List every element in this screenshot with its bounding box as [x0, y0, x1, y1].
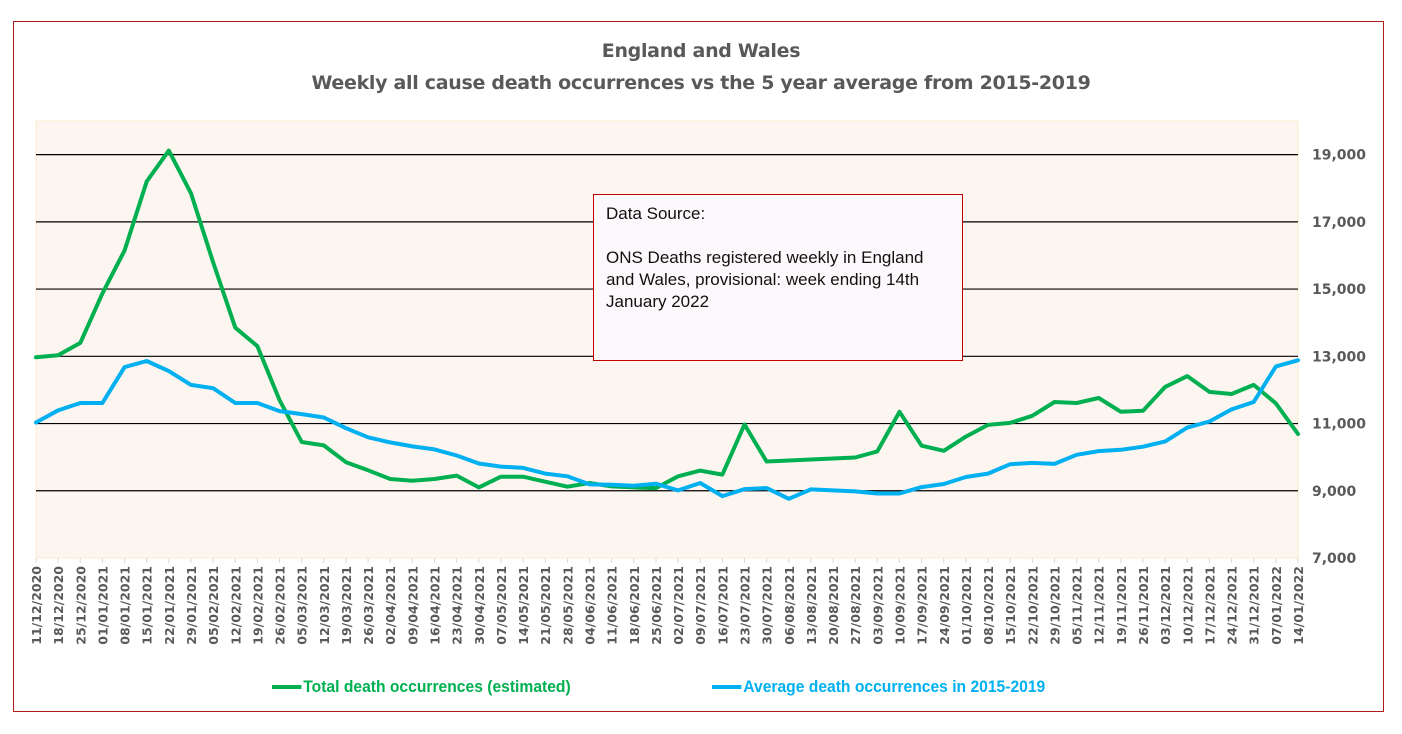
legend-label-total: Total death occurrences (estimated) [303, 677, 571, 696]
x-tick-label: 14/05/2021 [516, 566, 531, 645]
x-tick-label: 25/06/2021 [649, 566, 664, 645]
x-tick-label: 03/09/2021 [870, 566, 885, 645]
x-tick-label: 10/12/2021 [1180, 566, 1195, 645]
series-line-total [34, 148, 1300, 491]
x-tick-label: 19/03/2021 [339, 566, 354, 645]
x-tick-label: 07/05/2021 [494, 566, 509, 645]
annotation-body: ONS Deaths registered weekly in England … [606, 248, 924, 311]
x-tick-label: 17/12/2021 [1202, 566, 1217, 645]
annotation-heading: Data Source: [606, 204, 706, 223]
x-tick-label: 30/07/2021 [760, 566, 775, 645]
x-tick-label: 04/06/2021 [583, 566, 598, 645]
chart-subtitle: Weekly all cause death occurrences vs th… [311, 72, 1091, 94]
x-tick-label: 22/01/2021 [162, 566, 177, 645]
x-tick-label: 24/09/2021 [937, 566, 952, 645]
x-tick-label: 02/04/2021 [383, 566, 398, 645]
x-axis-ticks [35, 558, 1299, 563]
x-tick-label: 15/01/2021 [140, 566, 155, 645]
x-tick-label: 06/08/2021 [782, 566, 797, 645]
legend-swatch-total [272, 685, 302, 689]
x-tick-label: 23/07/2021 [737, 566, 752, 645]
x-tick-label: 19/11/2021 [1114, 566, 1129, 645]
x-tick-label: 08/10/2021 [981, 566, 996, 645]
legend-label-average: Average death occurrences in 2015-2019 [743, 677, 1046, 696]
x-tick-label: 12/02/2021 [228, 566, 243, 645]
x-tick-label: 20/08/2021 [826, 566, 841, 645]
x-tick-label: 05/02/2021 [206, 566, 221, 645]
x-tick-label: 12/03/2021 [317, 566, 332, 645]
x-tick-label: 25/12/2020 [73, 566, 88, 645]
x-tick-label: 19/02/2021 [250, 566, 265, 645]
x-tick-label: 11/12/2020 [29, 566, 44, 645]
y-tick-label: 7,000 [1312, 551, 1357, 567]
x-tick-label: 12/11/2021 [1092, 566, 1107, 645]
x-tick-label: 26/03/2021 [361, 566, 376, 645]
x-tick-label: 01/10/2021 [959, 566, 974, 645]
x-tick-label: 15/10/2021 [1003, 566, 1018, 645]
legend-item-total: Total death occurrences (estimated) [272, 675, 571, 699]
x-tick-label: 29/10/2021 [1047, 566, 1062, 645]
x-tick-label: 13/08/2021 [804, 566, 819, 645]
x-tick-label: 09/04/2021 [405, 566, 420, 645]
y-axis: 7,000 9,000 11,000 13,000 15,000 17,000 19,000 [1312, 148, 1366, 567]
x-tick-label: 02/07/2021 [671, 566, 686, 645]
x-tick-label: 09/07/2021 [693, 566, 708, 645]
x-tick-label: 24/12/2021 [1225, 566, 1240, 645]
x-tick-label: 29/01/2021 [184, 566, 199, 645]
y-tick-label: 17,000 [1312, 215, 1366, 231]
x-tick-label: 26/02/2021 [273, 566, 288, 645]
x-tick-label: 10/09/2021 [892, 566, 907, 645]
x-tick-label: 01/01/2021 [95, 566, 110, 645]
x-tick-label: 05/03/2021 [295, 566, 310, 645]
legend-swatch-average [712, 685, 742, 689]
x-axis: 11/12/2020 18/12/2020 25/12/2020 01/01/2021… [29, 566, 1306, 645]
y-tick-label: 19,000 [1312, 148, 1366, 164]
x-tick-label: 17/09/2021 [915, 566, 930, 645]
x-tick-label: 22/10/2021 [1025, 566, 1040, 645]
series-line-average [34, 358, 1300, 501]
x-tick-label: 08/01/2021 [118, 566, 133, 645]
x-tick-label: 21/05/2021 [538, 566, 553, 645]
x-tick-label: 16/04/2021 [428, 566, 443, 645]
x-tick-label: 18/06/2021 [627, 566, 642, 645]
data-source-annotation: Data Source: ONS Deaths registered weekl… [593, 194, 963, 361]
x-tick-label: 30/04/2021 [472, 566, 487, 645]
x-tick-label: 14/01/2022 [1291, 566, 1306, 645]
x-tick-label: 07/01/2022 [1269, 566, 1284, 645]
y-tick-label: 15,000 [1312, 282, 1366, 298]
x-tick-label: 16/07/2021 [715, 566, 730, 645]
y-tick-label: 9,000 [1312, 484, 1357, 500]
x-tick-label: 05/11/2021 [1070, 566, 1085, 645]
series-group [34, 148, 1300, 501]
legend-item-average: Average death occurrences in 2015-2019 [712, 675, 1045, 699]
x-tick-label: 28/05/2021 [560, 566, 575, 645]
x-tick-label: 27/08/2021 [848, 566, 863, 645]
x-tick-label: 11/06/2021 [605, 566, 620, 645]
x-tick-label: 03/12/2021 [1158, 566, 1173, 645]
chart-title: England and Wales [601, 40, 801, 62]
x-tick-label: 31/12/2021 [1247, 566, 1262, 645]
x-tick-label: 23/04/2021 [450, 566, 465, 645]
x-tick-label: 18/12/2020 [51, 566, 66, 645]
y-tick-label: 11,000 [1312, 417, 1366, 433]
x-tick-label: 26/11/2021 [1136, 566, 1151, 645]
y-tick-label: 13,000 [1312, 349, 1366, 365]
